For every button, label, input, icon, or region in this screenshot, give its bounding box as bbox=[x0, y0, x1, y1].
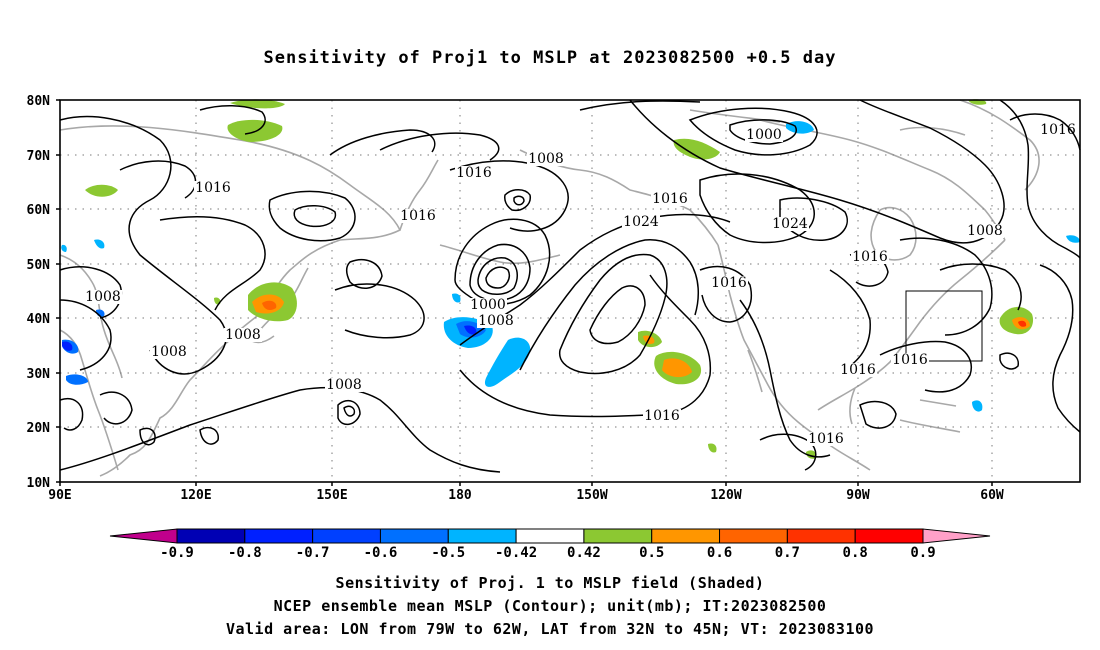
lon-label: 120E bbox=[180, 488, 211, 503]
contour-label-bg bbox=[839, 363, 877, 377]
contour-label-bg bbox=[224, 328, 262, 342]
colorbar-swatch bbox=[651, 528, 721, 544]
colorbar-swatch bbox=[719, 528, 788, 544]
colorbar-tick-label: 0.42 bbox=[567, 545, 601, 561]
lon-label: 150W bbox=[576, 488, 607, 503]
colorbar-swatch bbox=[379, 528, 449, 544]
contour-label-bg bbox=[891, 353, 929, 367]
colorbar-tick-label: -0.8 bbox=[228, 545, 262, 561]
colorbar bbox=[109, 528, 991, 544]
contour-label-bg bbox=[194, 181, 232, 195]
contour-label-bg bbox=[469, 298, 507, 312]
plot-frame bbox=[59, 99, 1081, 483]
contour-label: 1008 bbox=[478, 313, 514, 329]
contour-label: 1016 bbox=[711, 275, 747, 291]
lat-label: 80N bbox=[27, 94, 51, 109]
latitude-labels: 80N 70N 60N 50N 40N 30N 20N 10N bbox=[27, 94, 51, 491]
colorbar-swatch bbox=[583, 528, 653, 544]
valid-area-box bbox=[905, 290, 983, 362]
lon-label: 180 bbox=[448, 488, 472, 503]
lat-label: 60N bbox=[27, 203, 51, 218]
lat-label: 40N bbox=[27, 312, 51, 327]
contour-label: 1016 bbox=[644, 408, 680, 424]
colorbar-tick-label: -0.5 bbox=[431, 545, 465, 561]
lat-label: 70N bbox=[27, 149, 51, 164]
colorbar-tick-label: -0.42 bbox=[495, 545, 537, 561]
lat-label: 20N bbox=[27, 421, 51, 436]
contour-label-bg bbox=[455, 166, 493, 180]
contour-label-bg bbox=[651, 192, 689, 206]
contour-label: 1000 bbox=[746, 127, 782, 143]
lon-label: 60W bbox=[980, 488, 1004, 503]
colorbar-swatch bbox=[109, 528, 178, 544]
contour-label: 1016 bbox=[808, 431, 844, 447]
contour-label-bg bbox=[399, 209, 437, 223]
caption-contour: NCEP ensemble mean MSLP (Contour); unit(… bbox=[273, 597, 827, 615]
contour-label-bg bbox=[966, 224, 1004, 238]
contour-label-bg bbox=[622, 215, 660, 229]
colorbar-swatch bbox=[244, 528, 314, 544]
colorbar-swatch bbox=[515, 528, 585, 544]
colorbar-tick-label: -0.6 bbox=[364, 545, 398, 561]
contour-label: 1016 bbox=[1040, 122, 1076, 138]
coastlines bbox=[59, 99, 1040, 477]
lat-label: 30N bbox=[27, 367, 51, 382]
contour-label-bg bbox=[710, 276, 748, 290]
contour-label: 1016 bbox=[456, 165, 492, 181]
colorbar-tick-label: -0.9 bbox=[160, 545, 194, 561]
colorbar-tick-label: 0.5 bbox=[639, 545, 664, 561]
contour-label-bg bbox=[477, 314, 515, 328]
contour-label-bg bbox=[84, 290, 122, 304]
colorbar-tick-label: 0.7 bbox=[775, 545, 800, 561]
lon-label: 90E bbox=[48, 488, 71, 503]
lon-label: 90W bbox=[846, 488, 870, 503]
contour-label-bg bbox=[527, 152, 565, 166]
colorbar-tick-label: 0.6 bbox=[707, 545, 732, 561]
colorbar-swatch bbox=[312, 528, 381, 544]
contour-label-bg bbox=[150, 345, 188, 359]
caption-valid-area: Valid area: LON from 79W to 62W, LAT fro… bbox=[225, 620, 875, 638]
contour-label: 1016 bbox=[195, 180, 231, 196]
contour-label: 1024 bbox=[772, 216, 808, 232]
contour-label: 1008 bbox=[528, 151, 564, 167]
lat-label: 10N bbox=[27, 476, 51, 491]
longitude-labels: 90E 120E 150E 180 150W 120W 90W 60W bbox=[48, 488, 1004, 503]
contour-label: 1008 bbox=[326, 377, 362, 393]
contour-label: 1016 bbox=[852, 249, 888, 265]
caption-shading: Sensitivity of Proj. 1 to MSLP field (Sh… bbox=[335, 574, 765, 592]
map-title: Sensitivity of Proj1 to MSLP at 20230825… bbox=[263, 48, 837, 68]
contour-label-bg bbox=[771, 217, 809, 231]
contour-label: 1008 bbox=[225, 327, 261, 343]
contour-label-bg bbox=[643, 409, 681, 423]
contour-label-bg bbox=[325, 378, 363, 392]
contour-label: 1016 bbox=[840, 362, 876, 378]
contour-labels: 1016 1008 1016 1016 1008 1016 1024 1024 1016 1000… bbox=[84, 122, 1076, 447]
contour-label: 1024 bbox=[623, 214, 659, 230]
lon-label: 150E bbox=[316, 488, 347, 503]
contour-label: 1016 bbox=[400, 208, 436, 224]
axis-ticks bbox=[56, 99, 993, 486]
lat-label: 50N bbox=[27, 258, 51, 273]
contour-label-bg bbox=[851, 250, 889, 264]
contour-label: 1008 bbox=[151, 344, 187, 360]
contour-label: 1016 bbox=[892, 352, 928, 368]
colorbar-swatch bbox=[922, 528, 991, 544]
colorbar-swatch bbox=[447, 528, 517, 544]
contour-label: 1008 bbox=[85, 289, 121, 305]
colorbar-tick-labels: -0.9 -0.8 -0.7 -0.6 -0.5 -0.42 0.42 0.5 0.6 0.7 0.… bbox=[160, 545, 936, 561]
graticule bbox=[60, 100, 1080, 482]
colorbar-tick-label: 0.8 bbox=[843, 545, 868, 561]
contour-label: 1008 bbox=[967, 223, 1003, 239]
contour-label: 1000 bbox=[470, 297, 506, 313]
colorbar-tick-label: 0.9 bbox=[910, 545, 935, 561]
colorbar-swatch bbox=[176, 528, 246, 544]
contour-label-bg bbox=[807, 432, 845, 446]
colorbar-swatch bbox=[854, 528, 924, 544]
contour-label-bg bbox=[745, 128, 783, 142]
lon-label: 120W bbox=[710, 488, 741, 503]
colorbar-tick-label: -0.7 bbox=[296, 545, 330, 561]
colorbar-swatch bbox=[786, 528, 856, 544]
contour-label: 1016 bbox=[652, 191, 688, 207]
